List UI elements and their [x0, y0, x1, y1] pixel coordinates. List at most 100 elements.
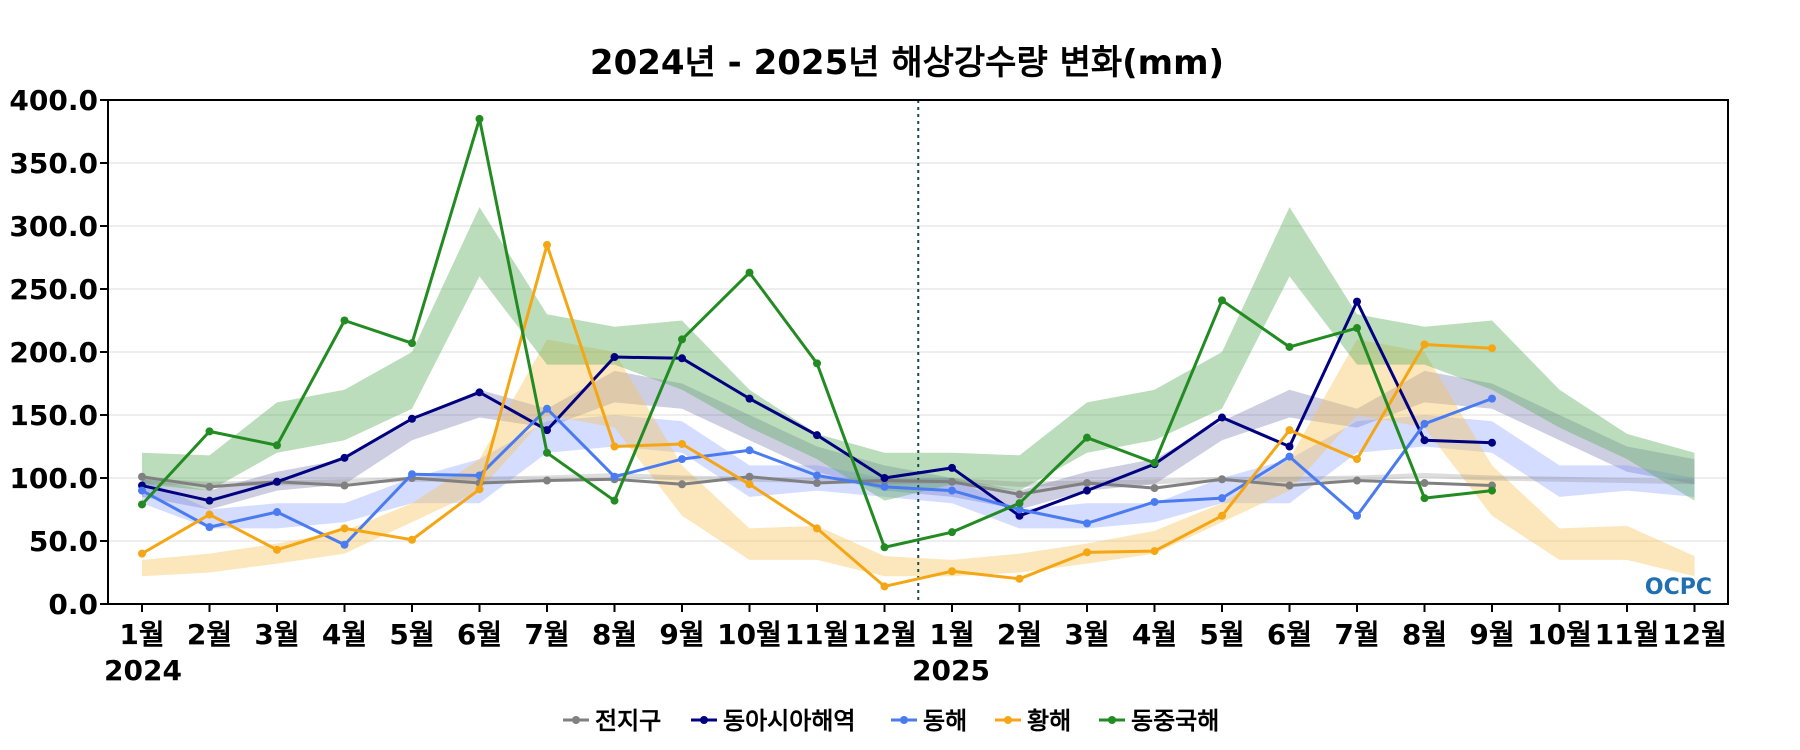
- data-point: [1420, 479, 1429, 488]
- x-tick-label: 1월: [119, 618, 164, 651]
- data-point: [340, 540, 349, 549]
- data-point: [1015, 505, 1024, 514]
- legend-label: 동아시아해역: [723, 707, 855, 735]
- y-tick-label: 0.0: [48, 588, 98, 621]
- data-point: [1353, 511, 1361, 520]
- data-point: [138, 472, 146, 481]
- data-point: [475, 114, 484, 123]
- legend-marker: [572, 716, 580, 724]
- data-point: [948, 463, 956, 472]
- data-point: [543, 448, 551, 457]
- x-tick-label: 9월: [659, 618, 704, 651]
- year-label-2024: 2024: [104, 654, 182, 687]
- ocpc-logo: OCPC: [1645, 575, 1712, 600]
- data-point: [610, 442, 619, 451]
- data-point: [813, 479, 821, 488]
- data-point: [1083, 433, 1091, 442]
- x-tick-label: 3월: [1064, 618, 1109, 651]
- band-동해: [142, 415, 1695, 529]
- data-point: [475, 485, 484, 494]
- data-point: [813, 524, 821, 533]
- data-point: [813, 359, 821, 368]
- data-point: [1083, 519, 1091, 528]
- y-tick-label: 200.0: [9, 336, 98, 369]
- x-tick-label: 2월: [187, 618, 232, 651]
- data-point: [948, 528, 956, 537]
- legend-label: 동중국해: [1131, 707, 1219, 735]
- data-point: [205, 510, 214, 519]
- data-point: [1285, 442, 1294, 451]
- data-point: [543, 404, 551, 413]
- data-point: [1083, 486, 1091, 495]
- data-point: [610, 353, 619, 362]
- x-tick-label: 11월: [1595, 618, 1660, 651]
- year-label-2025: 2025: [912, 654, 990, 687]
- x-tick-label: 4월: [1132, 618, 1177, 651]
- legend-item-동아시아해역: 동아시아해역: [691, 707, 855, 735]
- legend: 전지구 동아시아해역 동해 황해 동중국해: [563, 707, 1219, 735]
- data-point: [1150, 458, 1159, 467]
- data-point: [1218, 494, 1226, 503]
- data-point: [678, 335, 686, 344]
- y-tick-label: 50.0: [29, 525, 98, 558]
- x-tick-label: 5월: [1199, 618, 1244, 651]
- data-point: [745, 268, 754, 277]
- x-tick-label: 7월: [524, 618, 569, 651]
- data-point: [205, 482, 214, 491]
- data-point: [1488, 486, 1496, 495]
- x-axis-ticks: 1월 2월 3월 4월 5월 6월 7월 8월 9월 10월 11월 12월 1월 2월 3월 4월 5월 6월 7…: [119, 604, 1727, 651]
- data-point: [610, 496, 619, 505]
- legend-marker: [700, 716, 708, 724]
- x-tick-label: 6월: [1267, 618, 1312, 651]
- data-point: [1015, 499, 1024, 508]
- data-point: [1015, 511, 1024, 520]
- data-point: [1420, 419, 1429, 428]
- data-point: [1488, 438, 1496, 447]
- data-point: [543, 426, 551, 435]
- data-point: [543, 240, 551, 249]
- data-point: [1150, 497, 1159, 506]
- data-point: [340, 524, 349, 533]
- legend-item-동중국해: 동중국해: [1099, 707, 1219, 735]
- data-point: [610, 472, 619, 481]
- legend-label: 동해: [923, 707, 967, 735]
- data-point: [1353, 297, 1361, 306]
- data-point: [205, 427, 214, 436]
- data-point: [1218, 475, 1226, 484]
- x-tick-label: 3월: [254, 618, 299, 651]
- x-tick-label: 8월: [592, 618, 637, 651]
- data-point: [340, 481, 349, 490]
- x-tick-label: 12월: [852, 618, 917, 651]
- legend-marker: [1004, 716, 1012, 724]
- data-point: [1083, 479, 1091, 488]
- data-point: [1420, 494, 1429, 503]
- y-axis-ticks: 0.0 50.0 100.0 150.0 200.0 250.0 300.0 350.0 400…: [9, 84, 108, 621]
- data-point: [138, 486, 146, 495]
- data-point: [880, 482, 889, 491]
- data-point: [1015, 574, 1024, 583]
- data-point: [340, 453, 349, 462]
- band-황해: [142, 339, 1695, 577]
- series-동해: [138, 394, 1496, 549]
- data-point: [340, 316, 349, 325]
- data-point: [205, 523, 214, 532]
- data-point: [1353, 324, 1361, 333]
- data-point: [1218, 296, 1226, 305]
- data-point: [138, 549, 146, 558]
- x-tick-label: 10월: [717, 618, 782, 651]
- data-point: [1218, 511, 1226, 520]
- legend-item-동해: 동해: [891, 707, 967, 735]
- y-tick-label: 350.0: [9, 147, 98, 180]
- series-동중국해: [138, 114, 1496, 552]
- data-point: [205, 496, 214, 505]
- x-tick-label: 6월: [457, 618, 502, 651]
- x-tick-label: 1월: [929, 618, 974, 651]
- data-point: [273, 441, 281, 450]
- legend-marker: [1108, 716, 1116, 724]
- y-tick-label: 150.0: [9, 399, 98, 432]
- legend-label: 전지구: [595, 707, 661, 735]
- data-point: [745, 446, 754, 455]
- data-point: [273, 477, 281, 486]
- data-point: [745, 472, 754, 481]
